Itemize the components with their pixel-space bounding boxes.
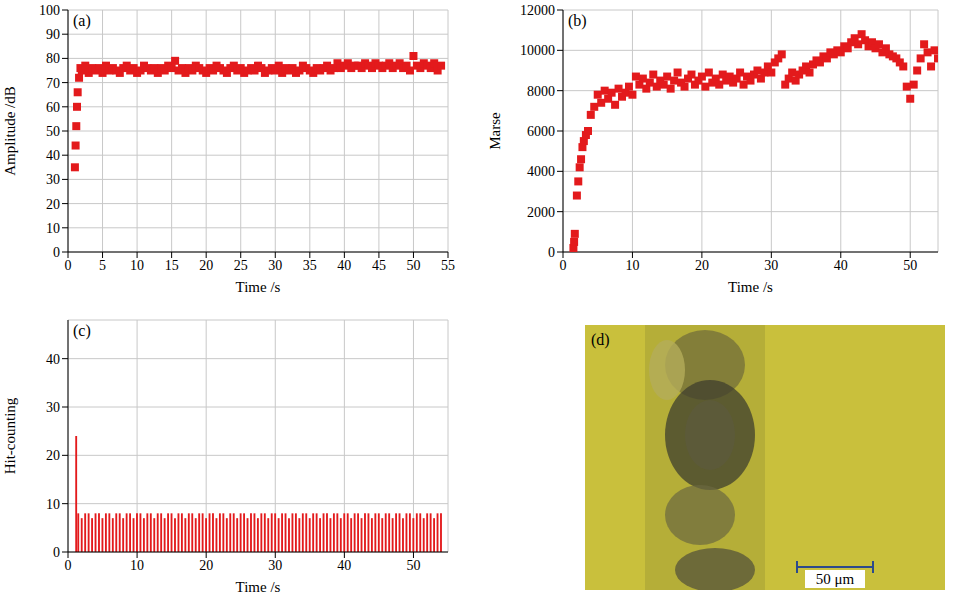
svg-text:15: 15 [165, 258, 179, 273]
svg-text:10: 10 [130, 258, 144, 273]
svg-text:25: 25 [234, 258, 248, 273]
svg-text:50: 50 [406, 258, 420, 273]
svg-text:6000: 6000 [527, 124, 555, 139]
svg-text:20: 20 [199, 558, 213, 573]
svg-text:40: 40 [337, 258, 351, 273]
svg-text:Time /s: Time /s [236, 579, 281, 595]
svg-text:0: 0 [65, 258, 72, 273]
svg-text:35: 35 [303, 258, 317, 273]
svg-text:30: 30 [268, 558, 282, 573]
svg-text:0: 0 [65, 558, 72, 573]
svg-text:55: 55 [441, 258, 455, 273]
svg-text:45: 45 [372, 258, 386, 273]
svg-text:Marse: Marse [487, 112, 503, 150]
svg-text:20: 20 [46, 197, 60, 212]
svg-text:10: 10 [46, 221, 60, 236]
svg-text:20: 20 [199, 258, 213, 273]
svg-text:Time /s: Time /s [236, 279, 281, 295]
svg-text:0: 0 [53, 545, 60, 560]
svg-text:Amplitude /dB: Amplitude /dB [2, 86, 18, 176]
html-text:(a): (a) [73, 12, 91, 29]
html-text:(b): (b) [568, 12, 587, 29]
svg-text:2000: 2000 [527, 205, 555, 220]
svg-text:60: 60 [46, 100, 60, 115]
svg-text:40: 40 [834, 258, 848, 273]
html-text:(c): (c) [73, 322, 91, 339]
svg-text:70: 70 [46, 76, 60, 91]
svg-text:10: 10 [625, 258, 639, 273]
svg-text:0: 0 [53, 245, 60, 260]
svg-text:50 μm: 50 μm [816, 571, 855, 587]
svg-text:40: 40 [46, 148, 60, 163]
svg-text:50: 50 [46, 124, 60, 139]
svg-text:40: 40 [46, 352, 60, 367]
svg-text:0: 0 [560, 258, 567, 273]
svg-text:8000: 8000 [527, 84, 555, 99]
svg-text:30: 30 [764, 258, 778, 273]
svg-text:5: 5 [99, 258, 106, 273]
svg-text:(d): (d) [591, 331, 610, 349]
svg-text:90: 90 [46, 27, 60, 42]
svg-text:50: 50 [406, 558, 420, 573]
svg-text:40: 40 [337, 558, 351, 573]
svg-text:10000: 10000 [520, 43, 555, 58]
svg-text:30: 30 [268, 258, 282, 273]
svg-text:20: 20 [695, 258, 709, 273]
svg-text:0: 0 [548, 245, 555, 260]
svg-text:10: 10 [46, 497, 60, 512]
svg-text:50: 50 [903, 258, 917, 273]
svg-text:10: 10 [130, 558, 144, 573]
svg-text:Hit-counting: Hit-counting [2, 397, 18, 474]
svg-text:12000: 12000 [520, 3, 555, 18]
svg-text:20: 20 [46, 448, 60, 463]
svg-text:30: 30 [46, 172, 60, 187]
svg-text:80: 80 [46, 51, 60, 66]
svg-text:100: 100 [39, 3, 60, 18]
svg-text:4000: 4000 [527, 164, 555, 179]
svg-text:Time /s: Time /s [728, 279, 773, 295]
svg-text:30: 30 [46, 400, 60, 415]
